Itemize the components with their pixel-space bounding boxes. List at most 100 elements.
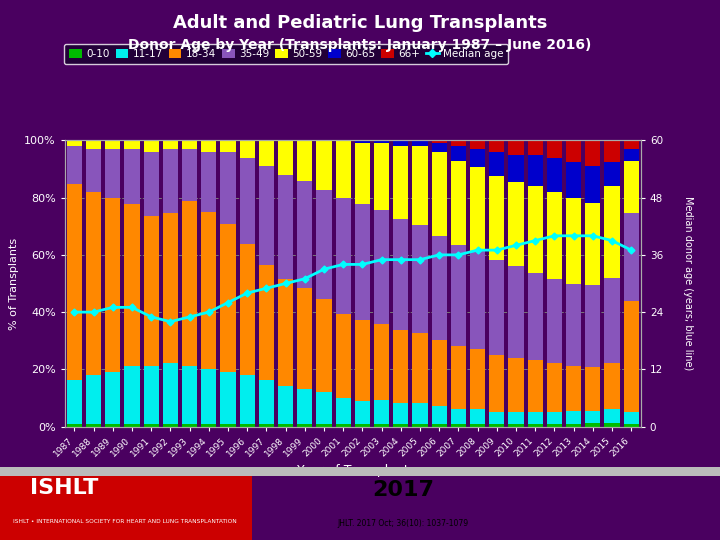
Bar — [182, 366, 197, 424]
Bar — [508, 140, 523, 156]
Bar — [566, 423, 581, 427]
Bar — [470, 409, 485, 423]
Bar — [508, 266, 523, 358]
Bar — [413, 225, 428, 333]
Bar — [278, 424, 293, 427]
Bar — [393, 140, 408, 146]
Bar — [508, 358, 523, 411]
Bar — [546, 411, 562, 423]
Bar — [220, 424, 235, 427]
Bar — [585, 203, 600, 285]
Bar — [451, 409, 466, 423]
Bar — [355, 320, 370, 401]
Bar — [604, 186, 620, 278]
Bar — [182, 140, 197, 149]
Bar — [125, 366, 140, 424]
Bar — [316, 299, 332, 392]
Bar — [297, 424, 312, 427]
Bar — [413, 146, 428, 225]
Bar — [489, 140, 505, 152]
Bar — [566, 284, 581, 366]
Bar — [604, 161, 620, 186]
Bar — [240, 424, 255, 427]
Bar — [67, 380, 82, 424]
Bar — [220, 152, 235, 224]
Bar — [624, 140, 639, 149]
Bar — [125, 424, 140, 427]
Bar — [316, 424, 332, 427]
Y-axis label: Median donor age (years; blue line): Median donor age (years; blue line) — [683, 197, 693, 370]
Bar — [316, 190, 332, 299]
Bar — [624, 149, 639, 161]
Bar — [278, 279, 293, 386]
Bar — [528, 273, 543, 360]
Bar — [431, 140, 447, 144]
Bar — [585, 423, 600, 427]
Bar — [528, 186, 543, 273]
Bar — [163, 424, 178, 427]
Bar — [297, 389, 312, 424]
Bar — [451, 146, 466, 161]
Bar — [451, 140, 466, 146]
Bar — [67, 146, 82, 184]
Bar — [201, 212, 217, 369]
Bar — [240, 140, 255, 158]
Bar — [86, 375, 102, 424]
Bar — [355, 401, 370, 424]
Bar — [528, 156, 543, 186]
Bar — [431, 144, 447, 152]
Bar — [624, 301, 639, 412]
Bar — [125, 149, 140, 204]
Bar — [316, 392, 332, 424]
Bar — [374, 211, 390, 325]
Bar — [355, 204, 370, 320]
Bar — [431, 236, 447, 340]
Bar — [431, 406, 447, 423]
Bar — [374, 140, 390, 143]
Bar — [86, 140, 102, 149]
Bar — [143, 424, 159, 427]
Bar — [508, 423, 523, 427]
X-axis label: Year of Transplant: Year of Transplant — [297, 464, 409, 477]
Bar — [470, 150, 485, 167]
Bar — [585, 140, 600, 166]
Bar — [143, 366, 159, 424]
Bar — [604, 409, 620, 423]
Bar — [355, 143, 370, 204]
Bar — [489, 423, 505, 427]
Bar — [278, 140, 293, 175]
Bar — [143, 140, 159, 152]
Bar — [566, 366, 581, 411]
Bar — [528, 140, 543, 156]
Bar — [0, 476, 252, 540]
Bar — [528, 423, 543, 427]
Bar — [258, 265, 274, 380]
Bar — [240, 245, 255, 375]
Bar — [220, 372, 235, 424]
Bar — [413, 424, 428, 427]
Bar — [546, 140, 562, 158]
Bar — [182, 149, 197, 201]
Bar — [546, 423, 562, 427]
Bar — [489, 260, 505, 355]
Bar — [143, 215, 159, 366]
Bar — [451, 245, 466, 346]
Bar — [489, 152, 505, 176]
Bar — [240, 158, 255, 245]
Bar — [374, 143, 390, 211]
Bar — [393, 403, 408, 424]
Bar — [489, 176, 505, 260]
Bar — [431, 340, 447, 406]
Bar — [355, 140, 370, 143]
Bar — [413, 333, 428, 403]
Bar — [297, 181, 312, 288]
Bar — [470, 167, 485, 251]
Bar — [393, 146, 408, 219]
Bar — [105, 372, 120, 424]
Bar — [546, 279, 562, 363]
Bar — [105, 424, 120, 427]
Bar — [604, 140, 620, 161]
Bar — [546, 192, 562, 279]
Bar — [566, 140, 581, 161]
Bar — [508, 411, 523, 423]
